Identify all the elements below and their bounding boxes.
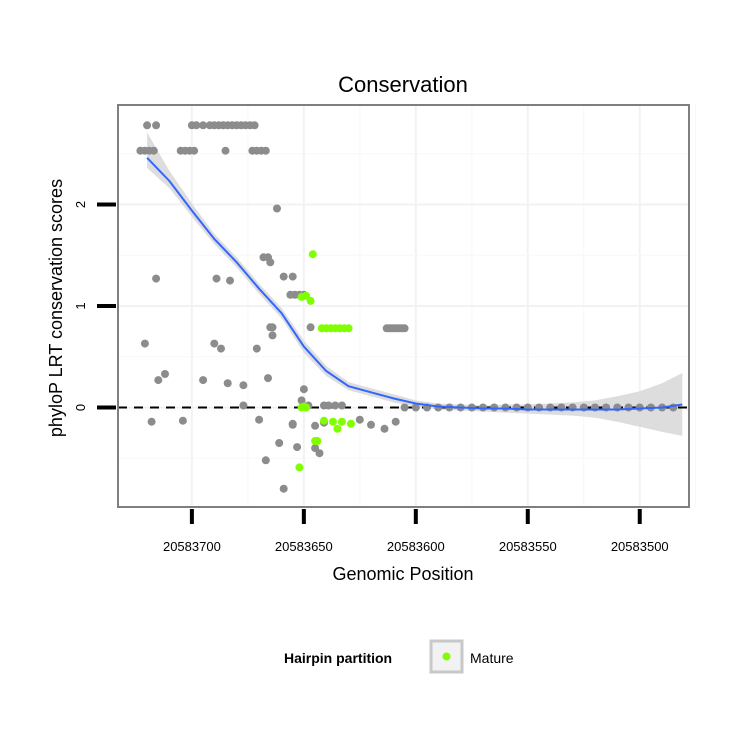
point-other — [217, 344, 225, 353]
point-other — [239, 401, 248, 410]
point-other — [299, 385, 308, 394]
point-other — [226, 276, 234, 285]
point-other — [261, 456, 270, 465]
x-tick-label: 20583700 — [163, 539, 221, 554]
point-mature — [295, 463, 304, 472]
point-other — [331, 401, 340, 410]
point-other — [367, 420, 375, 429]
point-mature — [344, 324, 353, 333]
x-axis: 20583700 20583650 20583600 20583550 20583500 — [163, 509, 669, 554]
point-mature — [308, 250, 317, 259]
point-other — [199, 121, 208, 130]
point-other — [140, 339, 149, 348]
y-tick-label: 1 — [73, 302, 88, 309]
point-other — [255, 415, 264, 424]
point-other — [161, 370, 169, 378]
point-other — [293, 443, 302, 452]
point-other — [149, 146, 158, 155]
point-other — [252, 344, 261, 353]
point-other — [297, 396, 306, 405]
legend-title: Hairpin partition — [284, 650, 392, 666]
x-tick-label: 20583650 — [275, 539, 333, 554]
point-other — [391, 417, 400, 426]
point-other — [239, 381, 248, 390]
point-other — [192, 121, 201, 130]
legend-mature-marker — [442, 652, 451, 661]
point-mature — [333, 424, 342, 433]
point-mature — [297, 292, 306, 301]
point-mature — [337, 417, 346, 426]
point-other — [250, 121, 259, 130]
point-other — [311, 444, 320, 453]
panel-border — [117, 104, 690, 508]
x-tick-label: 20583600 — [387, 539, 445, 554]
y-axis-label: phyloP LRT conservation scores — [46, 179, 66, 437]
point-mature — [346, 419, 355, 428]
point-other — [261, 146, 270, 155]
x-tick-label: 20583500 — [611, 539, 669, 554]
point-other — [275, 439, 284, 447]
confidence-ribbon — [147, 132, 683, 436]
y-tick-label: 0 — [73, 404, 88, 411]
point-mature — [313, 437, 322, 445]
point-other — [154, 376, 163, 385]
x-axis-label: Genomic Position — [332, 564, 473, 584]
point-other — [268, 323, 277, 332]
point-other — [143, 121, 152, 130]
point-other — [199, 376, 208, 385]
point-other — [190, 146, 199, 155]
point-other — [306, 323, 315, 332]
point-mature — [299, 402, 308, 411]
chart-title: Conservation — [338, 72, 468, 97]
point-other — [264, 374, 272, 383]
point-other — [411, 403, 420, 412]
point-other — [512, 403, 521, 412]
point-other — [380, 424, 389, 433]
point-other — [268, 331, 277, 340]
scatter-points — [136, 121, 678, 493]
point-other — [355, 415, 364, 424]
point-other — [311, 421, 320, 430]
x-tick-label: 20583550 — [499, 539, 557, 554]
point-other — [279, 484, 288, 493]
point-other — [152, 121, 161, 130]
point-other — [337, 401, 346, 410]
point-other — [147, 417, 156, 426]
point-mature — [320, 416, 328, 425]
legend: Hairpin partition Mature — [284, 639, 514, 674]
smooth-line — [146, 157, 683, 411]
point-other — [288, 420, 297, 429]
point-other — [210, 339, 219, 348]
point-other — [152, 274, 161, 283]
point-other — [400, 403, 409, 412]
point-other — [266, 258, 275, 267]
point-other — [212, 274, 221, 283]
y-tick-label: 2 — [73, 201, 88, 208]
point-other — [221, 146, 230, 155]
point-other — [624, 403, 633, 412]
point-other — [288, 272, 297, 281]
point-other — [223, 379, 232, 388]
point-other — [382, 324, 391, 333]
point-other — [178, 416, 187, 425]
grid — [118, 105, 697, 507]
point-mature — [306, 296, 315, 305]
point-other — [279, 272, 288, 281]
y-axis: 0 1 2 — [73, 201, 116, 411]
point-other — [324, 401, 333, 410]
legend-label-mature: Mature — [470, 650, 514, 666]
point-other — [273, 204, 281, 213]
point-mature — [329, 417, 337, 426]
